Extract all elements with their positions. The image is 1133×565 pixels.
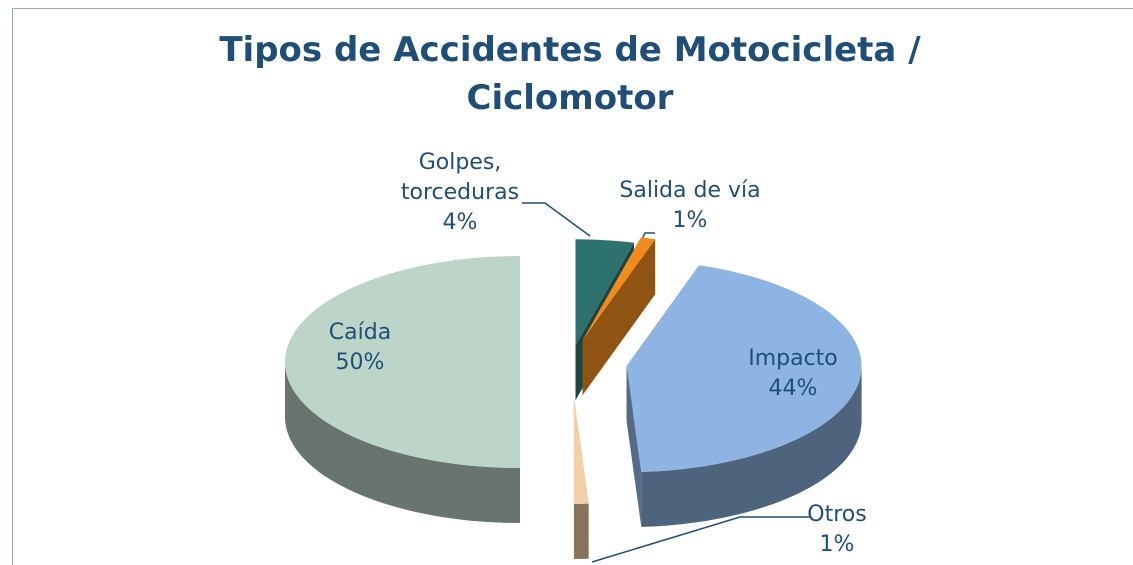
value-label: 1%	[672, 208, 708, 233]
data-label: Caída 50%	[275, 318, 445, 378]
data-label: Salida de vía 1%	[600, 176, 780, 236]
slice	[285, 256, 520, 468]
slice-side	[641, 366, 862, 527]
value-label: 44%	[768, 376, 818, 401]
value-label: 50%	[335, 350, 385, 375]
data-label: Golpes, torceduras 4%	[375, 148, 545, 238]
value-label: 1%	[819, 532, 855, 557]
category-label: Caída	[328, 320, 392, 345]
slice-cut-face	[582, 239, 656, 396]
slice	[626, 265, 862, 472]
slice-side	[573, 503, 589, 559]
leader-line	[591, 516, 810, 563]
slice	[575, 239, 634, 346]
slice	[573, 398, 589, 504]
chart-title: Tipos de Accidentes de Motocicleta / Cic…	[219, 30, 921, 118]
category-label: Salida de vía	[619, 178, 761, 203]
category-label: Golpes, torceduras	[400, 150, 520, 205]
leader-line	[522, 202, 591, 237]
slice-cut-face	[626, 366, 642, 527]
data-label: Otros 1%	[752, 500, 922, 560]
category-label: Impacto	[748, 346, 838, 371]
value-label: 4%	[442, 210, 478, 235]
slice-side	[285, 362, 520, 523]
slice	[582, 237, 656, 341]
chart-frame	[12, 8, 1133, 565]
category-label: Otros	[807, 502, 867, 527]
data-label: Impacto 44%	[708, 344, 878, 404]
